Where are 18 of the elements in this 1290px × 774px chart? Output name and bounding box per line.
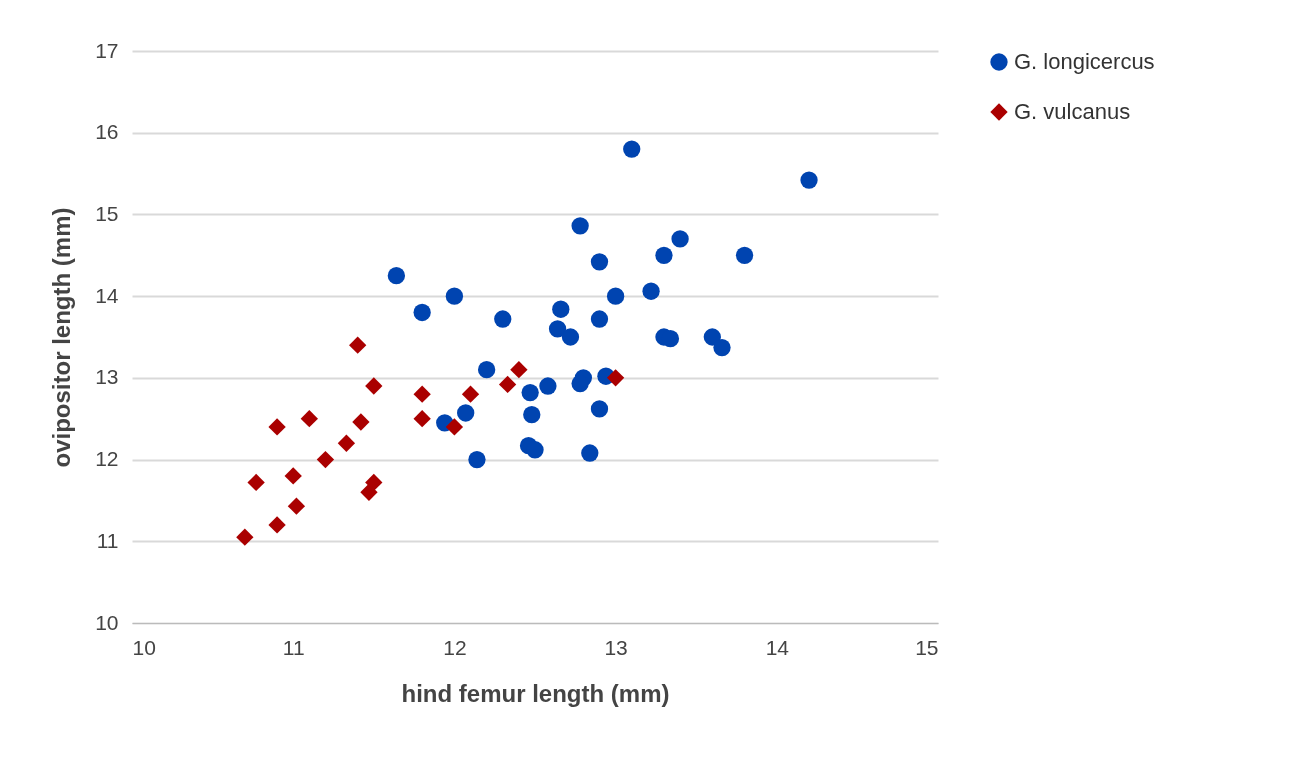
y-tick-label: 12 [95,447,119,471]
x-tick-label: 13 [604,635,628,659]
x-tick-label: 12 [443,635,467,659]
y-tick-label: 14 [95,283,119,307]
x-tick-label: 10 [132,635,156,659]
y-tick-label: 11 [96,528,119,552]
x-axis-title: hind femur length (mm) [401,679,670,707]
x-tick-label: 15 [915,635,939,659]
legend-label: G. longicercus [1014,49,1155,74]
y-tick-label: 17 [95,38,119,62]
y-axis-title: ovipositor length (mm) [48,207,76,468]
y-tick-label: 10 [95,610,119,634]
legend-label: G. vulcanus [1014,99,1131,124]
y-tick-label: 15 [95,201,119,225]
y-tick-label: 16 [95,120,119,144]
x-tick-label: 11 [282,635,305,659]
x-tick-label: 14 [765,635,790,659]
y-tick-label: 13 [95,365,119,389]
